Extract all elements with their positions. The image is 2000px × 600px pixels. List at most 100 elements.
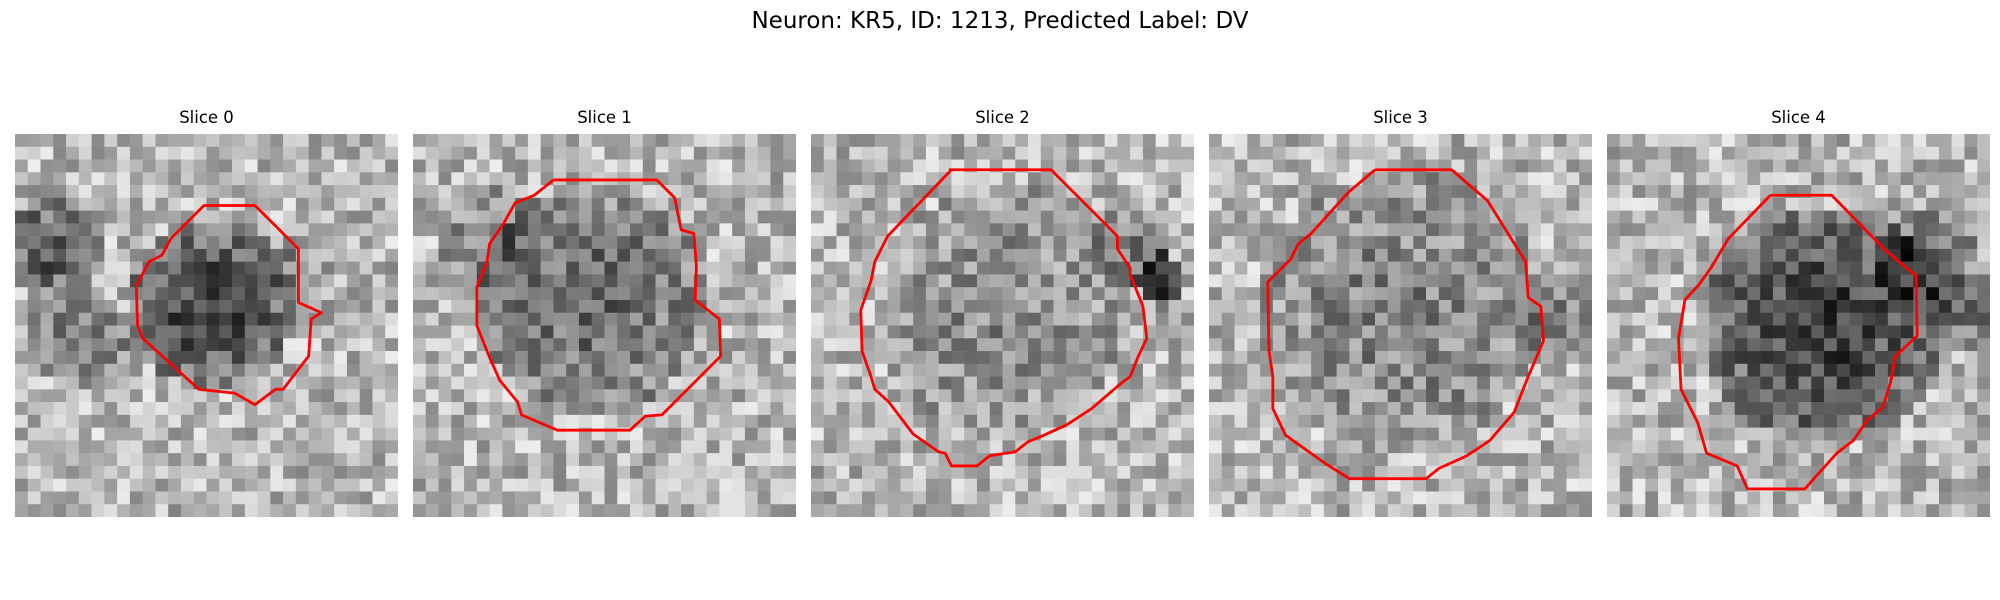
pixel [1234, 197, 1248, 211]
pixel [1553, 134, 1567, 148]
pixel [719, 325, 733, 339]
pixel [989, 210, 1003, 224]
pixel [1540, 363, 1554, 377]
pixel [527, 440, 541, 454]
pixel [232, 223, 246, 237]
pixel [27, 299, 41, 313]
pixel [770, 146, 784, 160]
pixel [874, 338, 888, 352]
pixel [321, 440, 335, 454]
pixel [719, 465, 733, 479]
pixel [451, 504, 465, 517]
slice-image [811, 134, 1194, 517]
pixel [1658, 453, 1672, 467]
pixel [1670, 504, 1684, 517]
pixel [1221, 427, 1235, 441]
pixel [1464, 223, 1478, 237]
pixel [1155, 274, 1169, 288]
pixel [1260, 146, 1274, 160]
pixel [1002, 351, 1016, 365]
pixel [464, 414, 478, 428]
pixel [193, 299, 207, 313]
pixel [1849, 491, 1863, 505]
pixel [1734, 299, 1748, 313]
pixel [1528, 223, 1542, 237]
pixel [334, 236, 348, 250]
pixel [180, 389, 194, 403]
pixel [1336, 402, 1350, 416]
pixel [989, 414, 1003, 428]
pixel [900, 440, 914, 454]
pixel [1887, 478, 1901, 492]
pixel [836, 363, 850, 377]
pixel [1619, 325, 1633, 339]
pixel [1130, 134, 1144, 148]
pixel [1540, 312, 1554, 326]
pixel [1528, 504, 1542, 517]
pixel [578, 185, 592, 199]
pixel [1862, 427, 1876, 441]
pixel [78, 134, 92, 148]
pixel [346, 402, 360, 416]
pixel [66, 376, 80, 390]
pixel [1349, 274, 1363, 288]
pixel [1209, 351, 1223, 365]
pixel [372, 402, 386, 416]
pixel [1683, 210, 1697, 224]
pixel [900, 159, 914, 173]
pixel [1579, 376, 1592, 390]
pixel [1900, 427, 1914, 441]
pixel [900, 478, 914, 492]
pixel [1607, 172, 1621, 186]
pixel [1336, 440, 1350, 454]
pixel [1260, 159, 1274, 173]
pixel [1785, 376, 1799, 390]
pixel [1464, 236, 1478, 250]
pixel [193, 185, 207, 199]
pixel [1028, 197, 1042, 211]
pixel [900, 223, 914, 237]
pixel [1900, 312, 1914, 326]
pixel [40, 299, 54, 313]
pixel [706, 185, 720, 199]
pixel [1464, 363, 1478, 377]
pixel [78, 172, 92, 186]
pixel [372, 236, 386, 250]
pixel [566, 465, 580, 479]
pixel [1091, 338, 1105, 352]
pixel [1579, 465, 1592, 479]
pixel [1117, 287, 1131, 301]
pixel [1362, 172, 1376, 186]
pixel [1091, 465, 1105, 479]
pixel [104, 465, 118, 479]
pixel [706, 389, 720, 403]
pixel [1104, 325, 1118, 339]
pixel [1734, 351, 1748, 365]
pixel [1645, 440, 1659, 454]
pixel [823, 402, 837, 416]
pixel [566, 363, 580, 377]
pixel [1221, 453, 1235, 467]
pixel [1772, 236, 1786, 250]
pixel [1938, 134, 1952, 148]
pixel [15, 427, 29, 441]
pixel [1040, 389, 1054, 403]
pixel [1260, 210, 1274, 224]
pixel [1413, 414, 1427, 428]
pixel [91, 172, 105, 186]
pixel [540, 478, 554, 492]
pixel [1785, 197, 1799, 211]
pixel [604, 440, 618, 454]
pixel [591, 465, 605, 479]
pixel [1260, 427, 1274, 441]
pixel [451, 287, 465, 301]
pixel [887, 427, 901, 441]
pixel [1938, 478, 1952, 492]
pixel [180, 414, 194, 428]
pixel [1002, 465, 1016, 479]
pixel [1272, 402, 1286, 416]
pixel [295, 414, 309, 428]
pixel [334, 478, 348, 492]
pixel [989, 274, 1003, 288]
pixel [811, 491, 825, 505]
